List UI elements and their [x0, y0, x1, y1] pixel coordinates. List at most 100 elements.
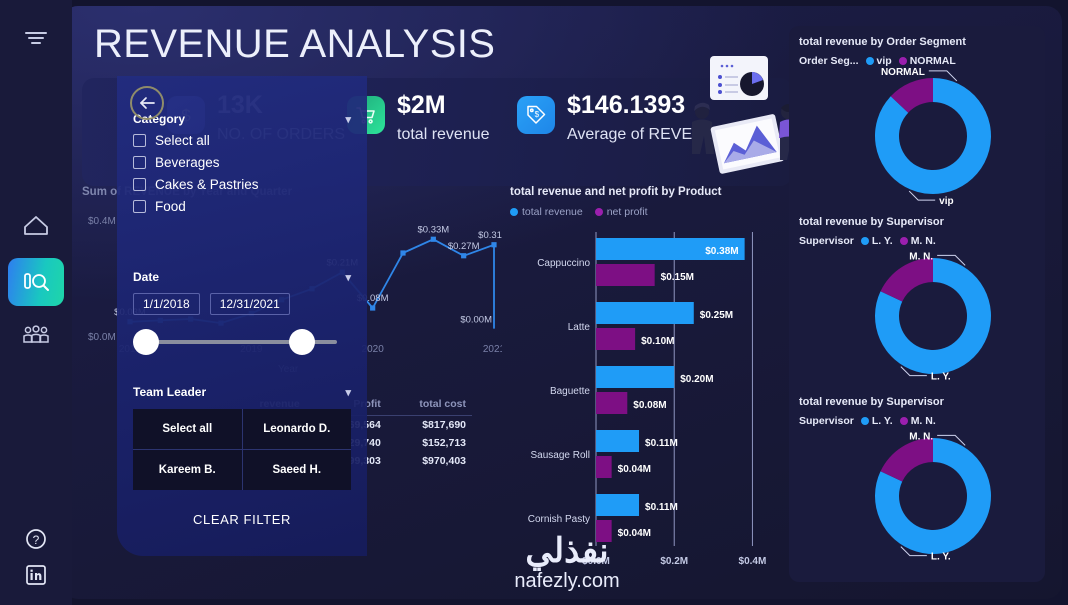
- table-col-2[interactable]: total cost: [386, 396, 472, 416]
- legend-item-normal[interactable]: NORMAL: [898, 55, 956, 67]
- team-leader-option-1[interactable]: Leonardo D.: [242, 409, 351, 449]
- donut-svg: NORMAL vip: [875, 67, 991, 207]
- team-leader-option-2[interactable]: Kareem B.: [133, 450, 242, 490]
- clear-filter-button[interactable]: CLEAR FILTER: [193, 512, 291, 527]
- date-range-slider[interactable]: [133, 329, 351, 355]
- kpi-label: Average of REVENUE: [567, 126, 726, 144]
- back-arrow-icon[interactable]: [130, 86, 164, 120]
- legend-item-mn[interactable]: M. N.: [899, 415, 936, 427]
- date-end-input[interactable]: 12/31/2021: [209, 293, 290, 315]
- y-axis-bottom-label: $0.0M: [88, 332, 116, 343]
- bar-chart-svg: $0.0M $0.2M $0.4M Cappuccino $0.38M $0.15M Lat…: [528, 232, 766, 567]
- home-icon[interactable]: [12, 203, 60, 247]
- category-option-2[interactable]: Cakes & Pastries: [133, 177, 351, 192]
- people-icon[interactable]: [12, 313, 60, 357]
- price-tag-icon: $: [517, 96, 555, 134]
- date-filter-header[interactable]: Date ▾: [133, 270, 351, 284]
- legend-label: L. Y.: [871, 235, 893, 247]
- team-leader-filter-label: Team Leader: [133, 385, 207, 399]
- category-option-1[interactable]: Beverages: [133, 155, 351, 170]
- team-leader-options: Select all Leonardo D. Kareem B. Saeed H.: [133, 409, 351, 490]
- chevron-down-icon[interactable]: ▾: [345, 271, 351, 284]
- slider-handle-end[interactable]: [289, 329, 315, 355]
- svg-text:vip: vip: [939, 196, 953, 207]
- checkbox[interactable]: [133, 200, 146, 213]
- svg-text:M. N.: M. N.: [909, 251, 933, 262]
- category-options: Select all Beverages Cakes & Pastries Food: [133, 133, 351, 214]
- legend-swatch-purple: [898, 57, 907, 65]
- legend-swatch-blue: [865, 57, 874, 65]
- checkbox[interactable]: [133, 156, 146, 169]
- checkbox[interactable]: [133, 134, 146, 147]
- category-option-label: Food: [155, 199, 186, 214]
- category-filter-header[interactable]: Category ▾: [133, 112, 351, 126]
- y-axis-top-label: $0.4M: [88, 216, 116, 227]
- category-option-label: Select all: [155, 133, 210, 148]
- svg-text:$0.04M: $0.04M: [618, 464, 651, 475]
- slider-track: [147, 340, 337, 344]
- date-start-input[interactable]: 1/1/2018: [133, 293, 200, 315]
- svg-text:Baguette: Baguette: [550, 386, 590, 397]
- svg-text:Sausage Roll: Sausage Roll: [531, 450, 590, 461]
- svg-text:$0.11M: $0.11M: [645, 502, 678, 513]
- legend-label: M. N.: [910, 235, 936, 247]
- chevron-down-icon[interactable]: ▾: [345, 113, 351, 126]
- svg-text:L. Y.: L. Y.: [931, 372, 951, 383]
- slider-handle-start[interactable]: [133, 329, 159, 355]
- help-icon[interactable]: ?: [12, 517, 60, 561]
- kpi-label: total revenue: [397, 126, 490, 144]
- category-option-0[interactable]: Select all: [133, 133, 351, 148]
- bar-chart-legend: total revenue net profit: [510, 206, 785, 218]
- table-cell: $152,713: [422, 437, 466, 449]
- svg-text:$0.25M: $0.25M: [700, 310, 733, 321]
- right-donut-panel: total revenue by Order Segment Order Seg…: [789, 26, 1045, 582]
- legend-field-name: Order Seg...: [799, 55, 859, 67]
- legend-label: total revenue: [522, 206, 583, 218]
- svg-text:$0.33M: $0.33M: [417, 224, 449, 235]
- sidebar-item-analysis[interactable]: [8, 258, 64, 306]
- filter-panel: Category ▾ Select all Beverages Cakes & Pa…: [117, 76, 367, 556]
- svg-text:2021: 2021: [483, 344, 502, 355]
- chevron-down-icon[interactable]: ▾: [345, 386, 351, 399]
- checkbox[interactable]: [133, 178, 146, 191]
- menu-icon[interactable]: [12, 16, 60, 60]
- svg-text:2020: 2020: [362, 344, 385, 355]
- date-filter-label: Date: [133, 270, 160, 284]
- legend-item-ly[interactable]: L. Y.: [860, 415, 893, 427]
- team-leader-filter-header[interactable]: Team Leader ▾: [133, 385, 351, 399]
- svg-text:$0.08M: $0.08M: [357, 293, 389, 304]
- linkedin-icon[interactable]: [12, 553, 60, 597]
- svg-text:$0.20M: $0.20M: [680, 374, 713, 385]
- svg-text:$0.31M: $0.31M: [478, 230, 502, 241]
- svg-text:$0.10M: $0.10M: [641, 336, 674, 347]
- svg-text:NORMAL: NORMAL: [881, 67, 925, 78]
- donut-title: total revenue by Order Segment: [799, 36, 966, 48]
- donut-card-0: total revenue by Order Segment Order Seg…: [799, 36, 1035, 216]
- svg-text:$0.04M: $0.04M: [618, 528, 651, 539]
- legend-item-ly[interactable]: L. Y.: [860, 235, 893, 247]
- team-leader-option-0[interactable]: Select all: [133, 409, 242, 449]
- legend-item-total-revenue[interactable]: total revenue: [510, 206, 583, 218]
- donut-card-2: total revenue by Supervisor Supervisor L…: [799, 396, 1035, 576]
- svg-text:M. N.: M. N.: [909, 431, 933, 442]
- kpi-card-total-revenue: $2M total revenue: [347, 92, 490, 144]
- team-leader-option-3[interactable]: Saeed H.: [242, 450, 351, 490]
- bar-chart-title: total revenue and net profit by Product: [510, 186, 722, 198]
- svg-text:$0.38M: $0.38M: [705, 246, 738, 257]
- svg-text:L. Y.: L. Y.: [931, 552, 951, 563]
- page-title: REVENUE ANALYSIS: [94, 22, 496, 66]
- left-sidebar: ?: [0, 0, 72, 605]
- category-option-3[interactable]: Food: [133, 199, 351, 214]
- legend-item-mn[interactable]: M. N.: [899, 235, 936, 247]
- legend-swatch-purple: [594, 208, 603, 216]
- legend-label: vip: [876, 55, 892, 67]
- analytics-illustration: [682, 54, 812, 179]
- legend-item-vip[interactable]: vip: [865, 55, 892, 67]
- legend-field-name: Supervisor: [799, 235, 854, 247]
- donut-legend: Supervisor L. Y. M. N.: [799, 415, 1035, 427]
- donut-legend: Supervisor L. Y. M. N.: [799, 235, 1035, 247]
- svg-text:$0.08M: $0.08M: [633, 400, 666, 411]
- legend-swatch-blue: [510, 208, 518, 216]
- legend-item-net-profit[interactable]: net profit: [594, 206, 648, 218]
